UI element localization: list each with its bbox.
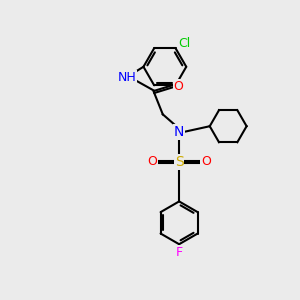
Text: O: O bbox=[147, 155, 157, 168]
Text: F: F bbox=[176, 246, 183, 259]
Text: N: N bbox=[174, 125, 184, 139]
Text: Cl: Cl bbox=[178, 37, 190, 50]
Text: O: O bbox=[201, 155, 211, 168]
Text: S: S bbox=[175, 155, 184, 169]
Text: O: O bbox=[174, 80, 184, 93]
Text: NH: NH bbox=[118, 71, 136, 84]
